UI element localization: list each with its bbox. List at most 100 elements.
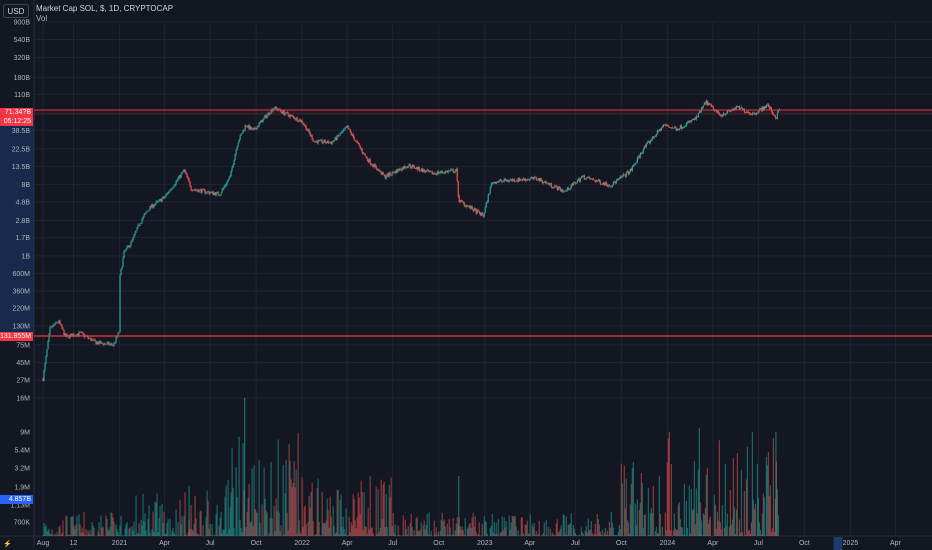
volume-bar [511,515,513,536]
candle-body [615,180,617,184]
candle-body [542,182,544,184]
volume-bar [221,533,223,536]
volume-spike-bar [188,486,190,536]
volume-bar [325,520,327,536]
candle-body [722,113,724,116]
volume-bar [438,535,440,536]
volume-bar [614,535,616,536]
volume-bar [167,519,169,536]
price-axis-labels: 900B540B320B180B110B65.4B38.5B22.5B13.5B… [11,20,31,527]
candle-body [665,124,667,126]
volume-bar [330,516,332,536]
candle-body [83,333,85,337]
volume-bar [609,527,611,536]
candle-body [372,165,374,168]
volume-bar [44,527,46,536]
volume-bar [229,507,231,536]
candle-body [674,127,676,129]
volume-bar [537,533,539,536]
volume-tick-label: 1.13M [11,503,31,510]
candle-body [407,165,409,168]
candle-body [304,125,306,127]
volume-bar [393,532,395,536]
candle-body [129,245,131,248]
volume-bar [391,526,393,536]
candle-body [226,181,228,185]
volume-bar [403,535,405,536]
volume-bar [321,491,323,536]
candle-body [480,212,482,216]
volume-bar [381,519,383,536]
candle-body [195,189,197,191]
candle-body [244,125,246,131]
candle-body [493,182,495,183]
volume-bar [697,469,699,536]
candle-body [311,135,313,140]
candle-body [707,103,709,106]
candle-body [212,191,214,195]
candle-body [496,182,498,184]
candle-body [312,139,314,142]
candle-body [394,170,396,174]
volume-bar [723,527,725,536]
candle-body [717,110,719,114]
candle-body [202,189,204,190]
volume-bar [763,497,766,536]
candle-body [264,115,266,118]
volume-bar [422,525,424,536]
candle-body [44,363,46,371]
volume-bar [594,524,596,536]
volume-bar [557,532,559,536]
volume-bar [419,529,421,536]
volume-bar [452,518,454,536]
volume-bar [596,513,598,536]
volume-bar [429,535,431,536]
candle-body [685,123,687,126]
candle-body [236,146,238,150]
volume-bar [242,443,244,536]
candle-body [562,191,564,192]
volume-bar [198,535,200,536]
candle-body [636,157,638,163]
volume-bar [208,529,210,536]
candle-body [541,180,543,184]
volume-bar [238,436,240,536]
candle-body [387,173,389,177]
volume-bar [582,534,584,536]
volume-bar [83,512,85,536]
volume-bar [301,477,303,536]
volume-bar [573,528,575,536]
volume-bar [271,518,273,536]
volume-bar [499,532,501,536]
volume-bar [767,452,770,536]
candle-body [764,106,767,109]
volume-bar [610,511,612,536]
volume-bar [357,492,359,536]
candle-body [631,166,633,171]
volume-bar [719,522,721,536]
candle-body [396,169,398,173]
candle-body [151,204,153,208]
candle-body [679,125,681,129]
volume-bar [460,529,462,536]
candle-body [602,182,604,184]
volume-bar [286,512,288,536]
candle-body [553,186,555,188]
candle-body [192,190,194,191]
currency-button[interactable]: USD [3,4,29,18]
candle-body [397,169,399,172]
candle-body [578,178,580,182]
volume-bar [501,516,503,536]
volume-bar [538,520,540,536]
candle-body [158,199,160,202]
candle-body [142,216,144,220]
volume-bar [153,532,155,536]
volume-bar [303,507,305,536]
volume-bar [52,534,54,536]
volume-bar [400,535,402,536]
candle-body [295,117,297,120]
tradingview-logo-icon[interactable]: ⚡ [3,541,12,548]
candle-body [646,142,648,144]
candle-body [403,166,405,170]
